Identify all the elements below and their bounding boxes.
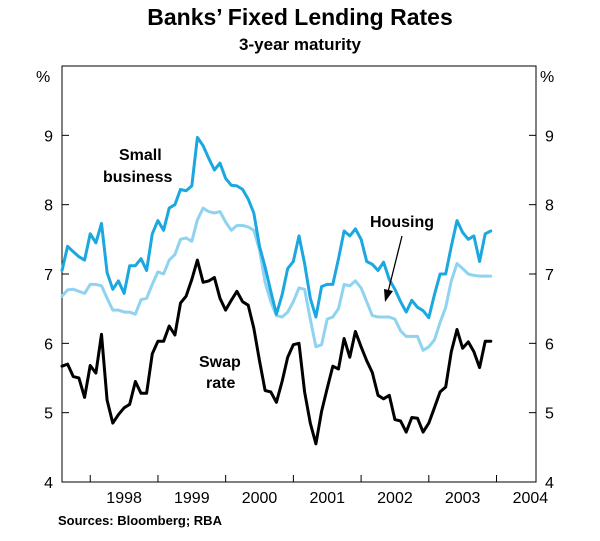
y-unit-left: % bbox=[36, 69, 50, 86]
y-tick-label-right: 9 bbox=[545, 128, 554, 145]
source-note: Sources: Bloomberg; RBA bbox=[58, 513, 222, 528]
y-axis-right: 4 5 6 7 8 9 bbox=[529, 128, 554, 492]
x-tick-label: 1998 bbox=[106, 490, 142, 507]
y-tick-label-left: 5 bbox=[44, 406, 53, 423]
chart-title: Banks’ Fixed Lending Rates bbox=[147, 4, 453, 30]
x-tick-label: 1999 bbox=[174, 490, 210, 507]
x-tick-label: 2004 bbox=[513, 490, 549, 507]
y-tick-label-right: 8 bbox=[545, 198, 554, 215]
plot-frame bbox=[61, 65, 537, 483]
x-tick-label: 2001 bbox=[309, 490, 345, 507]
swap-rate-label-line1: Swap bbox=[199, 354, 241, 371]
x-tick-label: 2002 bbox=[377, 490, 413, 507]
small-business-label-line2: business bbox=[103, 169, 172, 186]
y-tick-label-left: 6 bbox=[44, 336, 53, 353]
y-tick-label-right: 5 bbox=[545, 406, 554, 423]
x-tick-label: 2000 bbox=[242, 490, 278, 507]
swap-series-line bbox=[60, 258, 493, 446]
y-tick-label-right: 7 bbox=[545, 267, 554, 284]
y-tick-label-right: 4 bbox=[545, 475, 554, 492]
series-layer bbox=[60, 135, 493, 446]
y-unit-right: % bbox=[540, 69, 554, 86]
y-tick-label-right: 6 bbox=[545, 336, 554, 353]
housing-pointer-arrow bbox=[384, 235, 403, 302]
y-axis-left: 4 5 6 7 8 9 bbox=[44, 128, 69, 492]
chart-subtitle: 3-year maturity bbox=[239, 35, 361, 54]
y-tick-label-left: 8 bbox=[44, 198, 53, 215]
y-tick-label-left: 7 bbox=[44, 267, 53, 284]
x-axis: 1998 1999 2000 2001 2002 2003 2004 bbox=[89, 475, 549, 507]
swap-rate-label-line2: rate bbox=[206, 375, 235, 392]
small-business-series-line bbox=[60, 135, 493, 320]
housing-label: Housing bbox=[370, 214, 434, 231]
y-tick-label-left: 9 bbox=[44, 128, 53, 145]
x-tick-label: 2003 bbox=[445, 490, 481, 507]
small-business-label-line1: Small bbox=[119, 147, 162, 164]
y-tick-label-left: 4 bbox=[44, 475, 53, 492]
